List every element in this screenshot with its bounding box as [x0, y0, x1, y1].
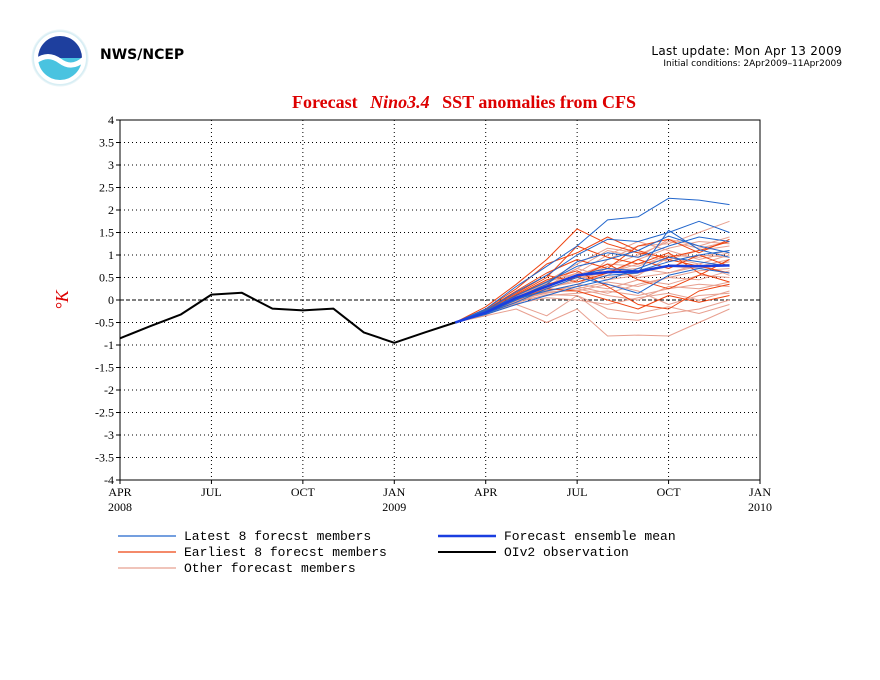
- legend: Latest 8 forecst members Forecast ensembl…: [118, 529, 676, 576]
- x-tick-label: JUL: [201, 485, 222, 499]
- x-tick-year: 2010: [748, 500, 772, 514]
- y-tick-label: -4: [104, 473, 114, 487]
- x-tick-label: APR: [474, 485, 497, 499]
- chart-title-italic: Nino3.4: [369, 92, 430, 112]
- latest-member-line: [455, 268, 730, 323]
- noaa-logo: [31, 29, 89, 87]
- update-info: Last update: Mon Apr 13 2009 Initial con…: [651, 44, 842, 69]
- chart-title-suffix: SST anomalies from CFS: [442, 92, 636, 112]
- observation: [119, 291, 456, 344]
- earliest-member-line: [455, 254, 730, 323]
- legend-label-latest: Latest 8 forecst members: [184, 529, 371, 544]
- y-tick-label: -3.5: [95, 451, 114, 465]
- y-tick-label: -2.5: [95, 406, 114, 420]
- other-member-line: [455, 294, 730, 323]
- y-tick-label: 1: [108, 248, 114, 262]
- organization-name: NWS/NCEP: [100, 47, 185, 63]
- latest-member-line: [455, 250, 730, 323]
- y-tick-label: 1.5: [99, 226, 114, 240]
- y-ticks: 4 3.5 3 2.5 2 1.5 1 0.5 0 -0.5 -1 -1.5 -2 -2.5 -3 -3.5 -…: [95, 113, 120, 487]
- latest-member-line: [454, 197, 730, 323]
- x-tick-label: OCT: [657, 485, 682, 499]
- x-tick-label: JAN: [383, 485, 405, 499]
- latest-member-line: [455, 220, 730, 323]
- y-tick-label: 4: [108, 113, 114, 127]
- y-tick-label: 2.5: [99, 181, 114, 195]
- y-tick-label: -1.5: [95, 361, 114, 375]
- y-tick-label: -0.5: [95, 316, 114, 330]
- y-axis-label: °K: [52, 289, 72, 309]
- initial-conditions-text: Initial conditions: 2Apr2009–11Apr2009: [663, 59, 842, 69]
- earliest-member-line: [455, 238, 730, 323]
- x-tick-label: JAN: [749, 485, 771, 499]
- y-tick-label: -3: [104, 428, 114, 442]
- legend-label-other: Other forecast members: [184, 561, 356, 576]
- x-tick-year: 2009: [382, 500, 406, 514]
- y-tick-label: -1: [104, 338, 114, 352]
- x-tick-year: 2008: [108, 500, 132, 514]
- y-tick-label: 3: [108, 158, 114, 172]
- latest-members: [454, 197, 730, 323]
- earliest-member-line: [454, 228, 730, 323]
- y-tick-label: 0.5: [99, 271, 114, 285]
- chart-title-prefix: Forecast: [292, 92, 358, 112]
- grid: [120, 120, 760, 480]
- x-tick-label: OCT: [291, 485, 316, 499]
- legend-label-observation: OIv2 observation: [504, 545, 629, 560]
- x-tick-label: APR: [108, 485, 131, 499]
- other-member-line: [455, 308, 730, 337]
- legend-label-earliest: Earliest 8 forecst members: [184, 545, 387, 560]
- x-tick-label: JUL: [567, 485, 588, 499]
- legend-label-mean: Forecast ensemble mean: [504, 529, 676, 544]
- latest-member-line: [455, 256, 730, 323]
- chart-title: Forecast Nino3.4 SST anomalies from CFS: [292, 92, 636, 112]
- y-tick-label: 0: [108, 293, 114, 307]
- y-tick-label: -2: [104, 383, 114, 397]
- ensemble-mean: [454, 264, 730, 324]
- y-tick-label: 3.5: [99, 136, 114, 150]
- y-tick-label: 2: [108, 203, 114, 217]
- observation-line: [119, 291, 456, 344]
- ensemble-mean-line: [454, 264, 730, 324]
- last-update-text: Last update: Mon Apr 13 2009: [651, 44, 842, 58]
